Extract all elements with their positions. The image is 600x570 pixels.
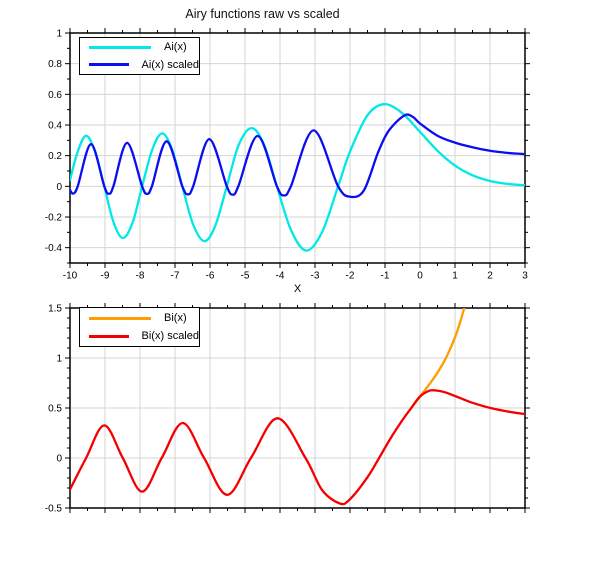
x-tick-label: -5 (241, 270, 250, 281)
y-tick-label: 0.5 (48, 404, 62, 415)
x-axis-label: X (294, 283, 302, 295)
y-tick-label: -0.2 (45, 213, 63, 224)
bi-scaled-line-swatch (89, 334, 129, 338)
x-tick-label: -4 (276, 270, 285, 281)
x-tick-label: 0 (417, 270, 423, 281)
legend-label-ai-raw: Ai(x) (164, 41, 187, 54)
y-tick-label: 0.8 (48, 59, 62, 70)
x-tick-label: 3 (522, 270, 528, 281)
x-tick-label: -8 (136, 270, 145, 281)
chart-1: -10 -9 -8 -7 -6 -5 -4 -3 -2 -1 0 1 2 310.80.60.40.20-… (45, 28, 530, 295)
legend-ai: Ai(x) Ai(x) scaled (79, 37, 200, 75)
legend-label-ai-scaled: Ai(x) scaled (141, 58, 199, 71)
gridlines (70, 33, 525, 263)
y-tick-label: 0 (56, 454, 62, 465)
tick-marks (65, 303, 530, 513)
y-tick-label: 0.6 (48, 90, 62, 101)
series-curves (70, 308, 525, 506)
bi-raw-line-swatch (89, 316, 151, 320)
tick-labels: -10 -9 -8 -7 -6 -5 -4 -3 -2 -1 0 1 2 310.80.60.40.20-… (45, 29, 528, 282)
x-tick-label: -7 (171, 270, 180, 281)
legend-item-ai-scaled: Ai(x) scaled (80, 57, 199, 73)
ai-scaled-line-swatch (89, 63, 129, 67)
series-curves (70, 102, 525, 252)
plot-frame (69, 307, 526, 509)
legend-label-bi-scaled: Bi(x) scaled (141, 330, 199, 342)
x-tick-label: 1 (452, 270, 458, 281)
x-tick-label: -9 (101, 270, 110, 281)
y-tick-label: 1 (56, 354, 62, 365)
legend-bi: Bi(x) Bi(x) scaled (79, 307, 200, 347)
legend-item-bi-raw: Bi(x) (80, 310, 199, 326)
ai-raw-line-swatch (89, 45, 151, 49)
legend-label-bi-raw: Bi(x) (164, 312, 187, 324)
x-tick-label: -6 (206, 270, 215, 281)
y-tick-label: 1 (56, 29, 62, 40)
chart-2: 1.5 1 0.5 0 -0.5 (45, 303, 530, 515)
curve-bi-x--scaled (70, 389, 525, 506)
curve-bi-x- (410, 308, 466, 410)
x-tick-label: -3 (311, 270, 320, 281)
y-tick-label: 1.5 (48, 304, 62, 315)
y-tick-label: 0.4 (48, 121, 62, 132)
x-tick-label: 2 (487, 270, 493, 281)
legend-item-bi-scaled: Bi(x) scaled (80, 328, 199, 344)
y-tick-label: -0.5 (45, 504, 63, 515)
y-tick-label: 0.2 (48, 151, 62, 162)
x-tick-label: -2 (346, 270, 355, 281)
tick-labels: 1.5 1 0.5 0 -0.5 (45, 304, 63, 515)
x-tick-label: -10 (63, 270, 78, 281)
curve-ai-x- (70, 102, 525, 252)
y-tick-label: 0 (56, 182, 62, 193)
plot-frame (69, 32, 526, 264)
y-tick-label: -0.4 (45, 243, 63, 254)
gridlines (70, 308, 525, 508)
legend-item-ai-raw: Ai(x) (80, 39, 199, 55)
x-tick-label: -1 (381, 270, 390, 281)
curve-ai-x--scaled (70, 113, 525, 199)
page-title: Airy functions raw vs scaled (185, 7, 340, 21)
